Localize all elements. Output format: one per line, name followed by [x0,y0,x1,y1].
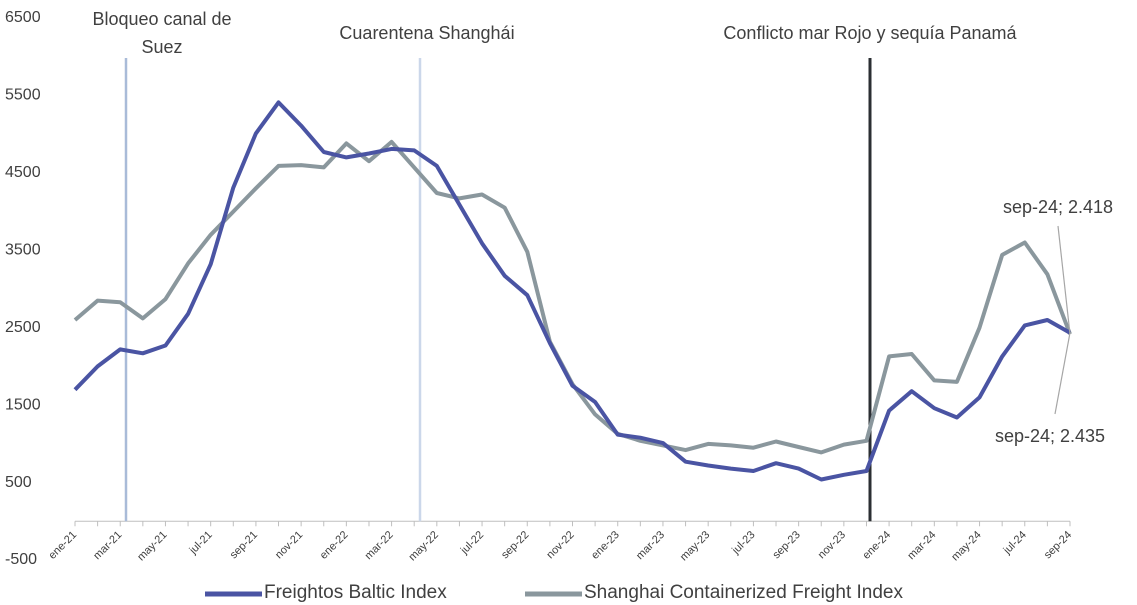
y-tick-label: 6500 [5,9,41,26]
x-tick-label: sep-22 [499,529,531,561]
x-tick-label: nov-23 [816,529,848,561]
x-tick-label: jul-21 [187,529,215,557]
x-tick-label: ene-23 [589,529,622,562]
x-tick-label: may-22 [407,529,441,563]
x-tick-label: mar-22 [363,529,396,562]
y-tick-label: 5500 [5,87,41,104]
y-tick-label: 3500 [5,242,41,259]
annotation-line-1: Bloqueo canal de [92,9,231,29]
x-tick-label: mar-21 [91,529,124,562]
legend-label: Freightos Baltic Index [264,582,447,603]
y-tick-label: 500 [5,474,32,491]
legend-label: Shanghai Containerized Freight Index [584,582,903,603]
data-label: sep-24; 2.418 [1003,197,1113,217]
x-tick-label: ene-24 [861,529,894,562]
x-tick-label: may-21 [135,529,169,563]
x-tick-label: nov-22 [544,529,576,561]
x-tick-label: jul-23 [729,529,757,557]
y-tick-label: 4500 [5,164,41,181]
y-tick-label: 1500 [5,396,41,413]
series-line [73,139,1072,455]
x-tick-label: may-23 [678,529,712,563]
x-tick-label: may-24 [949,529,983,563]
x-tick-label: sep-23 [771,529,803,561]
leader-line [1054,332,1071,415]
x-tick-label: nov-21 [273,529,305,561]
x-tick-label: mar-24 [905,529,938,562]
leader-line [1057,225,1071,335]
annotation-line-2: Suez [141,37,182,57]
annotation-text: Conflicto mar Rojo y sequía Panamá [723,23,1017,43]
series-line [73,100,1071,482]
y-tick-label: -500 [5,551,37,568]
x-tick-label: ene-21 [46,529,79,562]
x-tick-label: mar-23 [634,529,667,562]
x-tick-label: jul-24 [1001,529,1029,557]
data-label: sep-24; 2.435 [995,426,1105,446]
x-tick-label: ene-22 [318,529,351,562]
x-tick-label: sep-21 [228,529,260,561]
x-tick-label: jul-22 [458,529,486,557]
annotation-text: Cuarentena Shanghái [339,23,514,43]
x-tick-label: sep-24 [1042,529,1074,561]
y-tick-label: 2500 [5,319,41,336]
annotation-text: Bloqueo canal de Suez [92,9,231,57]
